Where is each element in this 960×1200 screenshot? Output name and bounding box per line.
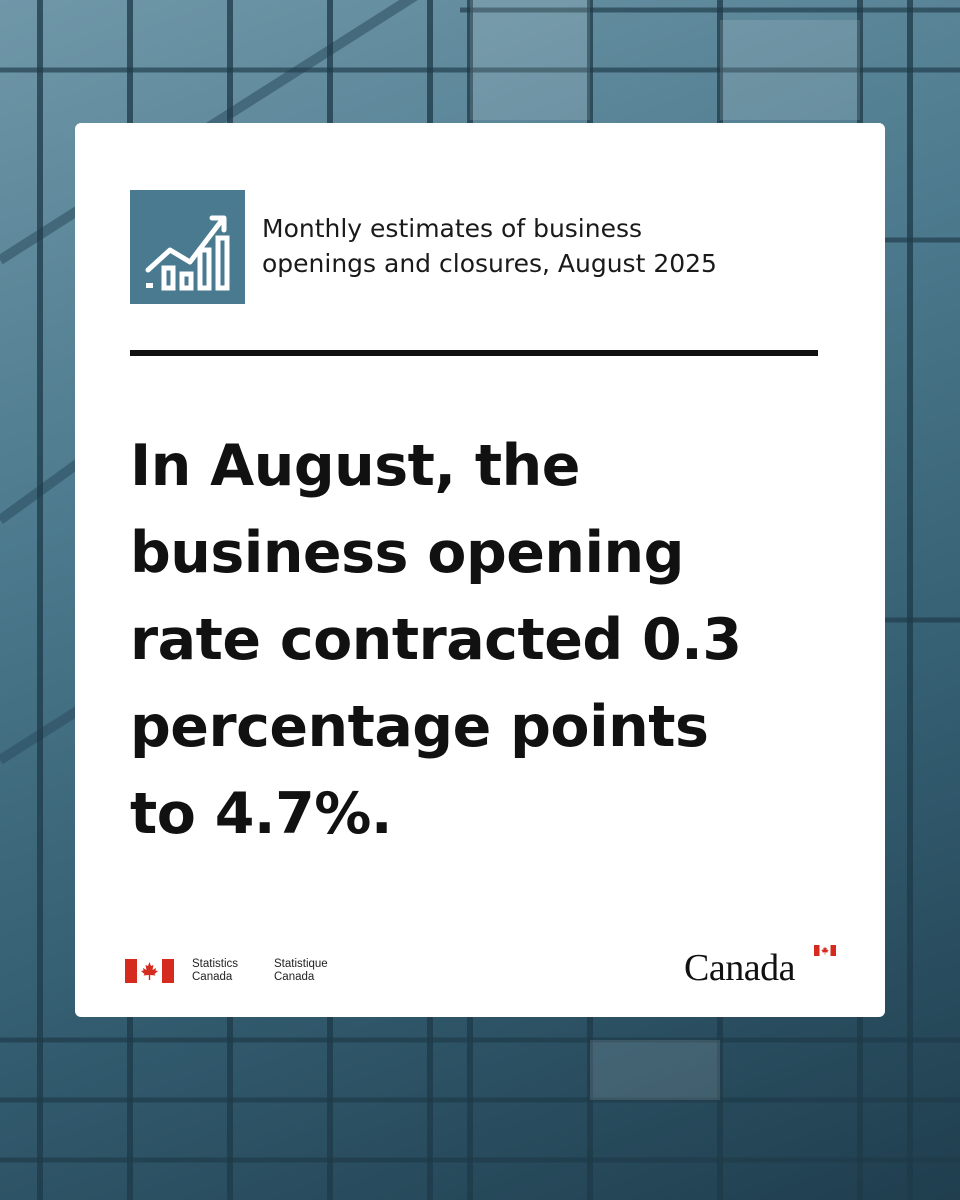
headline-line: In August, the — [130, 433, 580, 499]
bar-chart-growth-icon — [130, 190, 245, 304]
topic-title-line-2: openings and closures, August 2025 — [262, 249, 717, 278]
canada-flag-icon — [125, 959, 174, 983]
headline-line: to 4.7%. — [130, 781, 393, 847]
signature-english: Statistics Canada — [192, 958, 264, 984]
headline-line: rate contracted 0.3 — [130, 607, 742, 673]
signature-en-line-1: Statistics — [192, 958, 239, 970]
canada-wordmark: Canada — [684, 940, 844, 990]
info-card: Monthly estimates of business openings a… — [75, 123, 885, 1017]
topic-title-line-1: Monthly estimates of business — [262, 214, 643, 243]
signature-fr-line-2: Canada — [274, 971, 315, 983]
divider — [130, 350, 818, 356]
signature-french: Statistique Canada — [274, 958, 328, 984]
topic-title: Monthly estimates of business openings a… — [262, 211, 842, 281]
signature-en-line-2: Canada — [192, 971, 233, 983]
headline: In August, the business opening rate con… — [130, 423, 850, 858]
signature-fr-line-1: Statistique — [274, 958, 328, 970]
headline-line: business opening — [130, 520, 684, 586]
canada-wordmark-text: Canada — [684, 947, 795, 989]
headline-line: percentage points — [130, 694, 709, 760]
canada-wordmark-flag-icon — [814, 945, 836, 956]
statistics-canada-signature: Statistics Canada Statistique Canada — [125, 956, 328, 986]
